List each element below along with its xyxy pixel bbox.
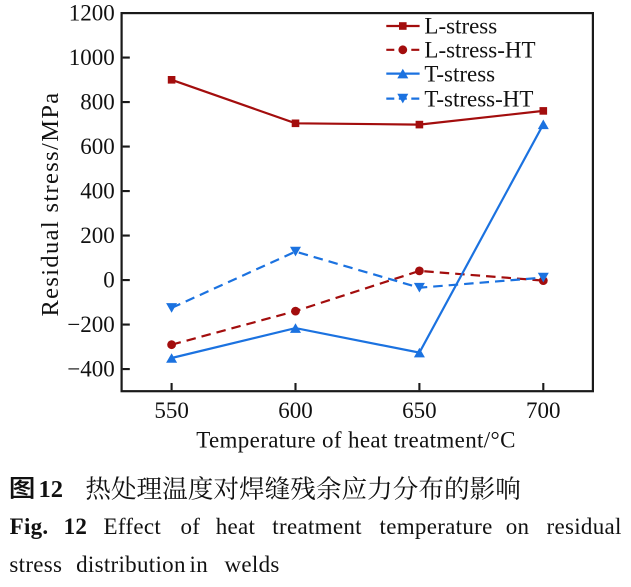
svg-text:400: 400: [80, 179, 115, 204]
svg-text:−400: −400: [67, 357, 114, 382]
svg-text:700: 700: [526, 398, 561, 423]
svg-text:−200: −200: [67, 312, 114, 337]
svg-text:800: 800: [80, 90, 115, 115]
svg-text:T-stress: T-stress: [424, 61, 495, 86]
svg-text:L-stress-HT: L-stress-HT: [424, 38, 535, 63]
svg-text:600: 600: [80, 134, 115, 159]
svg-text:T-stress-HT: T-stress-HT: [424, 86, 533, 111]
svg-text:650: 650: [402, 398, 437, 423]
svg-text:600: 600: [278, 398, 313, 423]
svg-text:0: 0: [103, 268, 115, 293]
svg-text:550: 550: [154, 398, 189, 423]
svg-text:Temperature of heat treatment/: Temperature of heat treatment/°C: [196, 427, 516, 452]
svg-text:L-stress: L-stress: [424, 14, 497, 39]
svg-text:1000: 1000: [69, 45, 115, 70]
svg-text:12: 12: [39, 476, 64, 503]
svg-text:1200: 1200: [69, 1, 115, 26]
svg-text:200: 200: [80, 223, 115, 248]
svg-text:Residual stress/MPa: Residual stress/MPa: [37, 91, 64, 316]
